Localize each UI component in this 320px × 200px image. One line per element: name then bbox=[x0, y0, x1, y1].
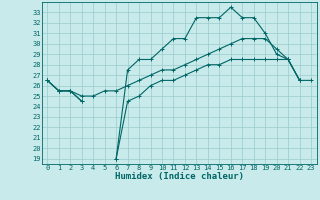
X-axis label: Humidex (Indice chaleur): Humidex (Indice chaleur) bbox=[115, 172, 244, 181]
